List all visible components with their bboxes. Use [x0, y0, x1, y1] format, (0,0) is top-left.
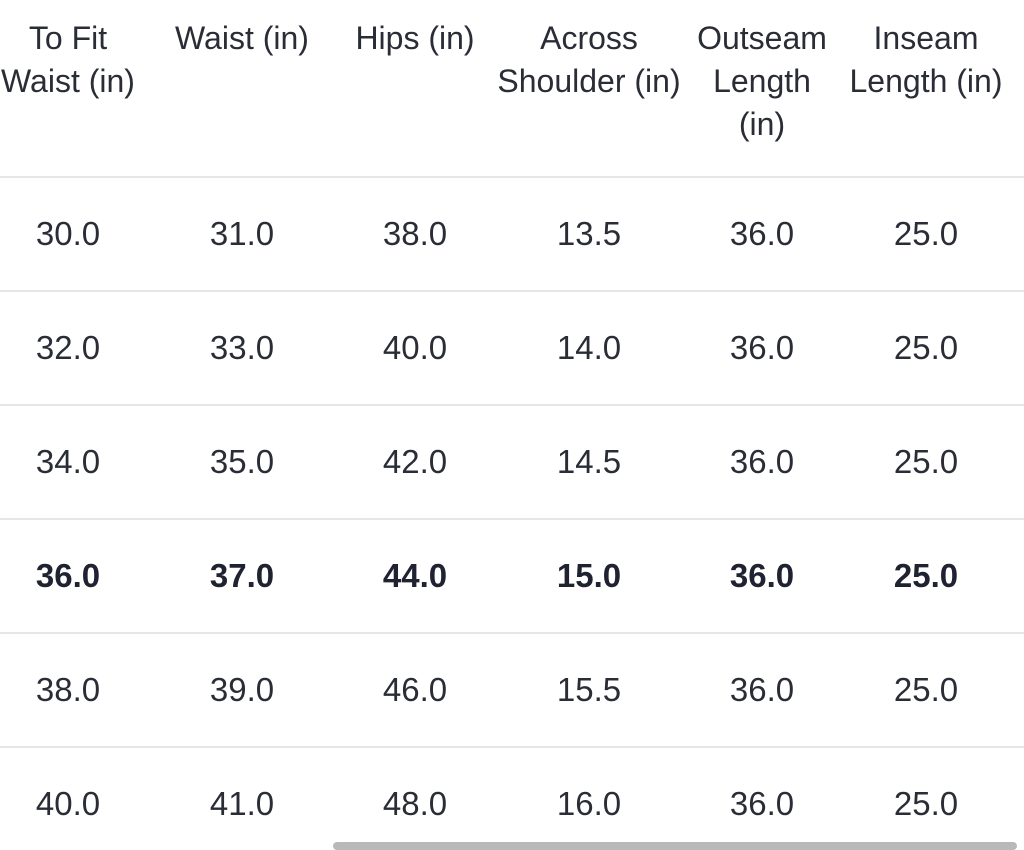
column-header-outseam-length: Outseam Length (in) [696, 0, 828, 178]
table-cell: 48.0 [382, 785, 448, 822]
table-cell: 36.0 [0, 519, 136, 634]
column-header-hips: Hips (in) [348, 0, 482, 178]
table-cell: 46.0 [348, 633, 482, 748]
table-cell: 41.0 [209, 785, 275, 822]
table-cell: 14.5 [482, 405, 696, 520]
table-cell: 34.0 [0, 405, 136, 520]
table-cell: 14.0 [482, 291, 696, 406]
table-cell: 25.0 [828, 291, 1024, 406]
column-header-waist: Waist (in) [136, 0, 348, 178]
table-cell: 42.0 [348, 405, 482, 520]
scrollbar-thumb[interactable] [333, 842, 1017, 850]
table-cell: 13.5 [482, 177, 696, 292]
column-header-across-shoulder: Across Shoulder (in) [482, 0, 696, 178]
table-cell: 15.5 [482, 633, 696, 748]
table-row: 40.0 41.0 48.0 16.0 36.0 25.0 [0, 747, 1024, 850]
table-cell: 25.0 [828, 519, 1024, 634]
table-row: 38.0 39.0 46.0 15.5 36.0 25.0 [0, 633, 1024, 748]
table-cell: 38.0 [0, 633, 136, 748]
table-cell: 36.0 [696, 519, 828, 634]
table-row: 34.0 35.0 42.0 14.5 36.0 25.0 [0, 405, 1024, 520]
table-cell: 36.0 [696, 405, 828, 520]
table-cell: 39.0 [136, 633, 348, 748]
table-cell: 44.0 [348, 519, 482, 634]
table-row-highlighted: 36.0 37.0 44.0 15.0 36.0 25.0 [0, 519, 1024, 634]
table-cell: 37.0 [136, 519, 348, 634]
table-cell: 31.0 [136, 177, 348, 292]
table-cell: 33.0 [136, 291, 348, 406]
table-cell: 38.0 [348, 177, 482, 292]
column-header-inseam-length: Inseam Length (in) [828, 0, 1024, 178]
table-cell: 15.0 [482, 519, 696, 634]
table-row: 30.0 31.0 38.0 13.5 36.0 25.0 [0, 177, 1024, 292]
table-cell: 25.0 [828, 405, 1024, 520]
table-cell: 30.0 [0, 177, 136, 292]
table-cell: 36.0 [696, 291, 828, 406]
table-cell: 40.0 [348, 291, 482, 406]
header-row: To Fit Waist (in) Waist (in) Hips (in) A… [0, 0, 1024, 178]
table-cell: 25.0 [893, 785, 959, 822]
table-cell: 36.0 [696, 633, 828, 748]
table-cell: 16.0 [556, 785, 622, 822]
table-cell: 36.0 [729, 785, 795, 822]
table-row: 32.0 33.0 40.0 14.0 36.0 25.0 [0, 291, 1024, 406]
table-cell: 40.0 [35, 785, 101, 822]
table-cell: 25.0 [828, 633, 1024, 748]
table-cell: 36.0 [696, 177, 828, 292]
table-cell: 35.0 [136, 405, 348, 520]
horizontal-scrollbar[interactable] [333, 842, 1017, 850]
column-header-to-fit-waist: To Fit Waist (in) [0, 0, 136, 178]
table-cell: 25.0 [828, 177, 1024, 292]
table-cell: 32.0 [0, 291, 136, 406]
